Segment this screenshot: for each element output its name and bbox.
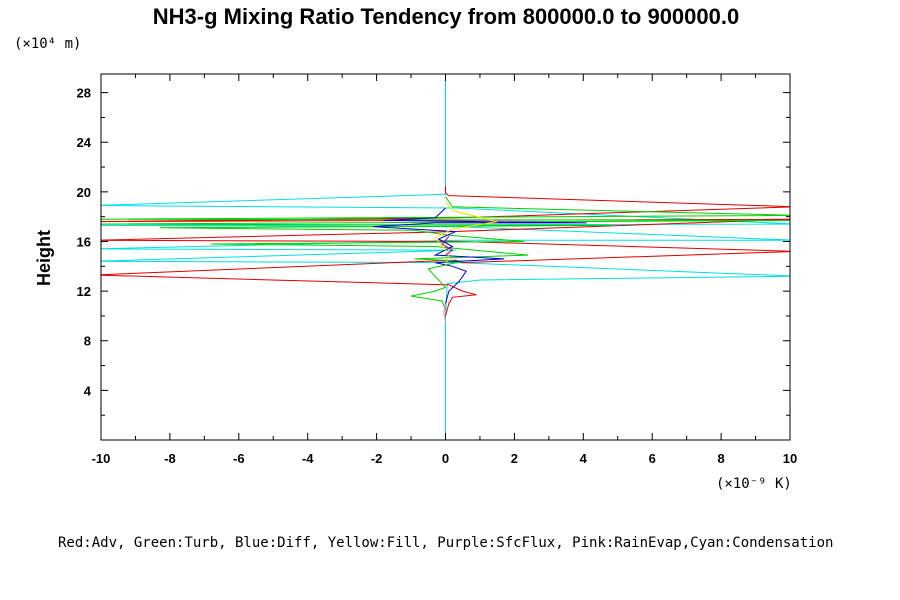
y-tick-label: 28 <box>77 86 91 101</box>
series-layer <box>101 74 790 440</box>
y-axis-label: Height <box>34 230 54 286</box>
series-line-sfcflux <box>441 236 454 256</box>
x-tick-label: 2 <box>511 451 518 466</box>
y-tick-label: 8 <box>84 334 91 349</box>
series-line-adv <box>101 185 790 317</box>
x-tick-label: 4 <box>580 451 588 466</box>
x-tick-label: 6 <box>649 451 656 466</box>
y-unit-label: (×10⁴ m) <box>14 36 81 52</box>
x-tick-label: 10 <box>783 451 797 466</box>
x-unit-label: (×10⁻⁹ K) <box>716 476 792 492</box>
series-line-condensation <box>101 74 790 440</box>
x-tick-label: 0 <box>442 451 449 466</box>
series-line-rainevap <box>443 303 446 323</box>
series-line-diff <box>373 207 587 304</box>
x-tick-label: -8 <box>164 451 176 466</box>
y-tick-label: 4 <box>84 383 92 398</box>
x-tick-label: 8 <box>717 451 724 466</box>
x-tick-label: -10 <box>92 451 111 466</box>
x-tick-label: -6 <box>233 451 245 466</box>
y-tick-label: 24 <box>77 135 92 150</box>
x-tick-label: -4 <box>302 451 314 466</box>
x-tick-label: -2 <box>371 451 383 466</box>
series-line-turb <box>101 196 790 310</box>
chart-title: NH3-g Mixing Ratio Tendency from 800000.… <box>153 4 739 29</box>
y-tick-label: 20 <box>77 185 91 200</box>
series-line-fill <box>434 201 498 267</box>
legend-text: Red:Adv, Green:Turb, Blue:Diff, Yellow:F… <box>58 535 833 551</box>
y-tick-label: 16 <box>77 234 91 249</box>
y-tick-label: 12 <box>77 284 91 299</box>
